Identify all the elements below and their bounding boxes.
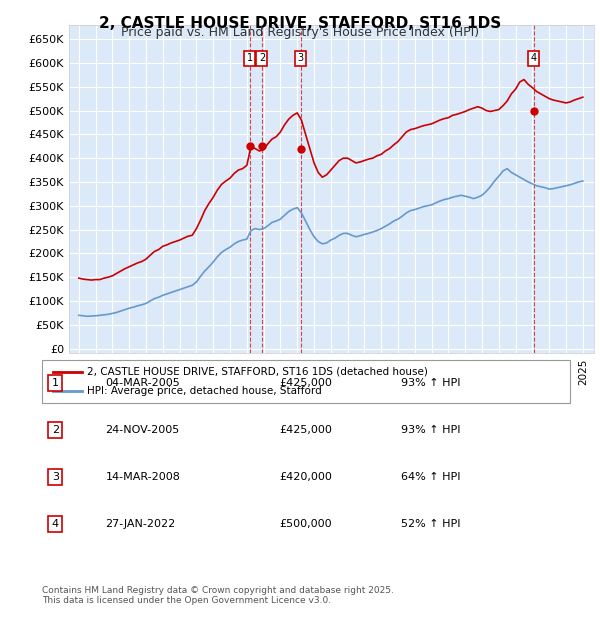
Text: 64% ↑ HPI: 64% ↑ HPI <box>401 472 461 482</box>
Text: 2: 2 <box>52 425 59 435</box>
Text: This data is licensed under the Open Government Licence v3.0.: This data is licensed under the Open Gov… <box>42 596 331 606</box>
Text: 93% ↑ HPI: 93% ↑ HPI <box>401 378 461 388</box>
Text: 52% ↑ HPI: 52% ↑ HPI <box>401 519 461 529</box>
FancyBboxPatch shape <box>42 360 570 403</box>
Text: £425,000: £425,000 <box>280 425 332 435</box>
Text: 27-JAN-2022: 27-JAN-2022 <box>106 519 176 529</box>
Text: Contains HM Land Registry data © Crown copyright and database right 2025.: Contains HM Land Registry data © Crown c… <box>42 586 394 595</box>
Text: 93% ↑ HPI: 93% ↑ HPI <box>401 425 461 435</box>
Text: 4: 4 <box>52 519 59 529</box>
Text: £500,000: £500,000 <box>280 519 332 529</box>
Text: 3: 3 <box>52 472 59 482</box>
Text: £425,000: £425,000 <box>280 378 332 388</box>
Text: 2: 2 <box>259 53 265 63</box>
Text: 24-NOV-2005: 24-NOV-2005 <box>106 425 179 435</box>
Text: Price paid vs. HM Land Registry's House Price Index (HPI): Price paid vs. HM Land Registry's House … <box>121 26 479 39</box>
Text: 1: 1 <box>247 53 253 63</box>
Text: 2, CASTLE HOUSE DRIVE, STAFFORD, ST16 1DS: 2, CASTLE HOUSE DRIVE, STAFFORD, ST16 1D… <box>99 16 501 30</box>
Text: 3: 3 <box>298 53 304 63</box>
Text: £420,000: £420,000 <box>280 472 332 482</box>
Text: 04-MAR-2005: 04-MAR-2005 <box>106 378 180 388</box>
Text: 2, CASTLE HOUSE DRIVE, STAFFORD, ST16 1DS (detached house): 2, CASTLE HOUSE DRIVE, STAFFORD, ST16 1D… <box>87 367 428 377</box>
Text: 14-MAR-2008: 14-MAR-2008 <box>106 472 180 482</box>
Text: 1: 1 <box>52 378 59 388</box>
Text: 4: 4 <box>530 53 536 63</box>
Text: HPI: Average price, detached house, Stafford: HPI: Average price, detached house, Staf… <box>87 386 322 396</box>
